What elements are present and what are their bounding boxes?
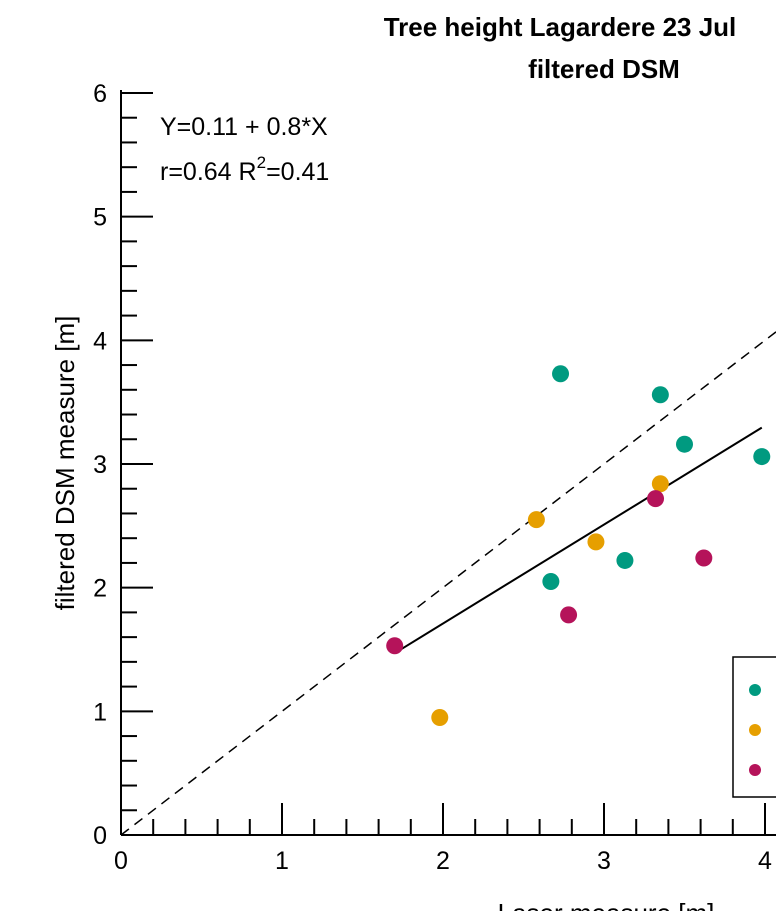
x-tick-label: 2 xyxy=(436,847,450,875)
r2-value: =0.41 xyxy=(266,158,329,186)
data-point xyxy=(647,490,665,508)
data-point xyxy=(651,386,669,404)
x-axis-label: Laser measure [m] xyxy=(498,898,715,911)
y-tick-label: 5 xyxy=(93,204,107,232)
y-tick-label: 0 xyxy=(93,822,107,850)
data-point xyxy=(552,365,570,383)
legend-marker xyxy=(749,724,761,736)
axes xyxy=(120,90,776,836)
x-tick-label: 1 xyxy=(275,847,289,875)
legend-marker xyxy=(749,684,761,696)
y-tick-label: 4 xyxy=(93,327,107,355)
data-point xyxy=(651,475,669,493)
identity-line xyxy=(120,331,776,836)
x-tick-label: 3 xyxy=(597,847,611,875)
y-tick-label: 3 xyxy=(93,451,107,479)
r2-superscript: 2 xyxy=(257,153,266,172)
equation-annotation: Y=0.11 + 0.8*X xyxy=(160,113,328,141)
data-point xyxy=(695,549,713,567)
y-tick-label: 6 xyxy=(93,80,107,108)
data-point xyxy=(431,709,449,727)
lines xyxy=(120,331,776,836)
y-tick-label: 2 xyxy=(93,575,107,603)
chart-title-line1: Tree height Lagardere 23 Jul xyxy=(384,12,737,42)
data-point xyxy=(527,511,545,529)
y-tick-label: 1 xyxy=(93,698,107,726)
data-point xyxy=(560,606,578,624)
data-point xyxy=(676,435,693,453)
points xyxy=(386,365,771,727)
x-tick-label: 0 xyxy=(114,847,128,875)
ticks: 0 1 2 3 4 5 6 0 1 2 3 4 xyxy=(93,80,772,875)
y-axis-label: filtered DSM measure [m] xyxy=(50,316,80,611)
data-point xyxy=(542,572,560,590)
legend xyxy=(732,656,776,798)
chart-title-line2: filtered DSM xyxy=(528,54,680,84)
data-point xyxy=(753,448,771,466)
regression-line xyxy=(394,426,763,655)
data-point xyxy=(616,551,634,569)
data-point xyxy=(587,533,605,551)
data-point xyxy=(386,637,404,655)
legend-marker xyxy=(749,764,761,776)
r-text: r=0.64 R xyxy=(160,158,257,186)
correlation-annotation: r=0.64 R2=0.41 xyxy=(160,153,329,186)
x-tick-label: 4 xyxy=(758,847,772,875)
